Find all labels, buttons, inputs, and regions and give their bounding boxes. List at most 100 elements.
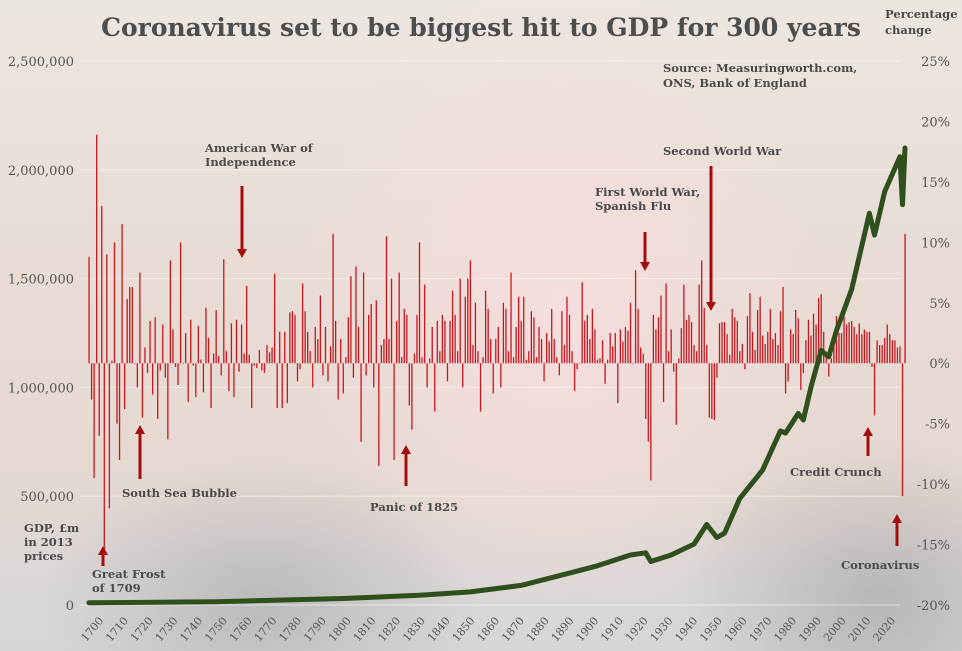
pct-change-bar <box>619 329 621 364</box>
pct-change-bar <box>817 297 820 364</box>
pct-change-bar <box>535 357 538 364</box>
pct-change-bar <box>141 363 144 418</box>
pct-change-bar <box>240 324 243 364</box>
pct-change-bar <box>459 278 461 364</box>
pct-change-bar <box>205 307 207 364</box>
pct-change-bar <box>129 287 131 364</box>
pct-change-bar <box>317 339 319 364</box>
pct-change-bar <box>497 326 499 364</box>
pct-change-bar <box>795 310 797 364</box>
x-tick-label: 1870 <box>499 614 527 644</box>
pct-change-bar <box>266 345 268 364</box>
pct-change-bar <box>647 363 649 442</box>
pct-change-bar <box>711 363 713 419</box>
left-tick-label: 0 <box>66 599 74 614</box>
pct-change-bar <box>340 339 342 364</box>
pct-change-bar <box>441 314 444 364</box>
pct-change-bar <box>518 296 520 364</box>
pct-change-bar <box>495 339 497 364</box>
pct-change-bar <box>515 326 517 364</box>
pct-change-bar <box>708 363 710 418</box>
pct-change-bar <box>591 308 594 364</box>
pct-change-bar <box>823 331 825 364</box>
right-tick-label: 15% <box>921 176 950 191</box>
pct-change-bar <box>212 353 215 364</box>
annotation-label: Spanish Flu <box>595 199 671 213</box>
x-tick-label: 1820 <box>375 614 403 644</box>
pct-change-bar <box>706 345 708 364</box>
pct-change-bar <box>154 317 156 364</box>
arrow-up-icon <box>135 425 145 434</box>
pct-change-bar <box>362 272 365 364</box>
pct-change-bar <box>416 314 418 364</box>
x-tick-label: 1940 <box>672 614 700 644</box>
pct-change-bar <box>627 330 629 364</box>
pct-change-bar <box>411 363 413 430</box>
pct-change-bar <box>365 363 367 376</box>
arrow-up-icon <box>892 514 902 523</box>
right-tick-label: -15% <box>917 539 950 554</box>
x-tick-label: 2020 <box>870 614 898 644</box>
pct-change-bar <box>792 334 794 364</box>
pct-change-bar <box>413 353 416 364</box>
pct-change-bar <box>225 351 227 364</box>
pct-change-bar <box>645 363 647 419</box>
pct-change-bar <box>123 363 126 410</box>
pct-change-bar <box>289 312 291 364</box>
pct-change-bar <box>848 322 850 364</box>
x-tick-label: 1930 <box>648 614 676 644</box>
pct-change-bar <box>243 353 245 364</box>
pct-change-bar <box>90 363 93 400</box>
annotation: Panic of 1825 <box>370 445 458 514</box>
pct-change-bar <box>759 296 761 364</box>
pct-change-bar <box>886 324 888 364</box>
pct-change-bar <box>273 273 276 364</box>
pct-change-bar <box>637 308 639 364</box>
pct-change-bar <box>146 363 149 373</box>
pct-change-bar <box>108 363 111 509</box>
pct-change-bar <box>228 363 230 392</box>
annotation-label: Great Frost <box>92 567 166 581</box>
right-tick-label: 20% <box>921 115 950 130</box>
pct-change-bar <box>322 363 324 376</box>
pct-change-bar <box>876 340 878 364</box>
pct-change-bar <box>469 260 472 364</box>
pct-change-bar <box>149 320 151 364</box>
pct-change-bar <box>431 326 433 364</box>
pct-change-bar <box>312 363 314 388</box>
pct-change-bar <box>472 345 474 364</box>
pct-change-bar <box>866 331 868 364</box>
x-tick-label: 1830 <box>400 614 428 644</box>
pct-change-bar <box>429 358 431 364</box>
right-tick-label: -10% <box>917 478 950 493</box>
pct-change-bar <box>685 319 688 364</box>
pct-change-bar <box>233 363 235 398</box>
pct-change-bar <box>751 331 754 364</box>
pct-change-bar <box>215 310 217 364</box>
right-axis-label-line-1: Percentage <box>885 7 958 21</box>
pct-change-bar <box>421 357 423 364</box>
pct-change-bar <box>492 363 494 394</box>
pct-change-bar <box>342 363 344 394</box>
pct-change-bar <box>96 134 98 364</box>
pct-change-bar <box>319 295 322 364</box>
arrow-up-icon <box>98 546 108 555</box>
pct-change-bar <box>790 329 792 364</box>
pct-change-bar <box>408 363 410 406</box>
pct-change-bar <box>863 329 866 364</box>
pct-change-bar <box>784 363 787 394</box>
pct-change-bar <box>838 333 840 364</box>
pct-change-bar <box>800 363 802 390</box>
annotation-label: Independence <box>205 155 296 169</box>
pct-change-bar <box>779 311 782 364</box>
pct-change-bar <box>901 363 904 497</box>
arrow-up-icon <box>401 445 411 454</box>
pct-change-bar <box>701 260 703 364</box>
pct-change-bar <box>845 324 848 364</box>
pct-change-bar <box>482 357 484 364</box>
pct-change-bar <box>835 316 838 364</box>
left-axis-label-line-2: in 2013 <box>24 535 73 549</box>
